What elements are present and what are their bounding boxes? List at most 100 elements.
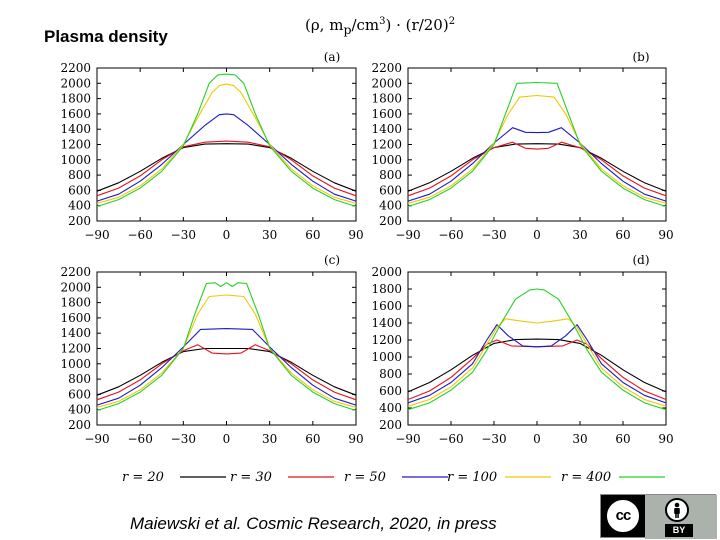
- panel-c-ytick-label: 2200: [60, 265, 91, 279]
- panel-c-xtick-label: 30: [262, 432, 277, 446]
- panel-b-series-400: [407, 81, 667, 208]
- panel-d-xtick-label: −60: [438, 432, 463, 446]
- panel-a-ytick-label: 1800: [60, 92, 91, 106]
- panel-b-series-20: [407, 143, 667, 192]
- panel-a-frame: [96, 67, 357, 222]
- panel-b-ytick-label: 1800: [371, 92, 402, 106]
- panel-b-ytick-label: 1600: [371, 107, 402, 121]
- panel-d-frame: [407, 271, 667, 426]
- panel-c-ytick-label: 1200: [60, 342, 91, 356]
- panel-c-series-100: [96, 294, 357, 408]
- legend-label: r = 100: [447, 470, 497, 485]
- panel-a-xtick-label: 0: [223, 228, 231, 242]
- panel-c-ytick-label: 800: [68, 372, 91, 386]
- panel-a-ytick-label: 1000: [60, 153, 91, 167]
- panel-d-xtick-label: 0: [533, 432, 541, 446]
- panel-c-series-400: [96, 282, 357, 412]
- license-by-area: BY: [645, 495, 717, 539]
- panel-a-ytick-label: 200: [68, 214, 91, 228]
- panel-b-xtick-label: −30: [481, 228, 506, 242]
- panel-c-ytick-label: 1800: [60, 296, 91, 310]
- panel-d-series-50: [407, 324, 667, 404]
- panel-c-series-20: [96, 347, 357, 396]
- panel-a-series-20: [96, 143, 357, 192]
- panel-d-series-100: [407, 318, 667, 407]
- panel-b-series-50: [407, 127, 667, 202]
- panel-a-ytick-label: 2200: [60, 61, 91, 75]
- panel-a-label: (a): [324, 50, 341, 64]
- panel-c-label: (c): [324, 253, 340, 267]
- panel-a-xtick-label: −60: [128, 228, 153, 242]
- panel-d-ytick-label: 1400: [371, 316, 402, 330]
- formula-exp2: 2: [448, 16, 456, 27]
- panel-a-xtick-label: −90: [84, 228, 109, 242]
- panel-c-ytick-label: 2000: [60, 280, 91, 294]
- panel-b-ytick-label: 200: [379, 214, 402, 228]
- panel-a-xtick-label: 30: [262, 228, 277, 242]
- panel-d-ytick-label: 1200: [371, 333, 402, 347]
- panel-a-series-30: [96, 140, 357, 197]
- panel-a-xtick-label: −30: [171, 228, 196, 242]
- panel-d-xtick-label: −90: [395, 432, 420, 446]
- panel-d-ytick-label: 1000: [371, 350, 402, 364]
- panel-c-ytick-label: 400: [68, 403, 91, 417]
- panel-a-xtick-label: 60: [305, 228, 320, 242]
- person-icon: [665, 498, 689, 522]
- panel-d-xtick-label: 30: [572, 432, 587, 446]
- panel-b-ytick-label: 800: [379, 168, 402, 182]
- panel-c-ytick-label: 200: [68, 418, 91, 432]
- panel-b-series-30: [407, 141, 667, 197]
- panel-b-ytick-label: 400: [379, 199, 402, 213]
- panel-a-xtick-label: 90: [348, 228, 363, 242]
- citation: Maiewski et al. Cosmic Research, 2020, i…: [130, 514, 497, 533]
- panel-c-xtick-label: 90: [348, 432, 363, 446]
- panel-c-series-50: [96, 328, 357, 406]
- panel-c-xtick-label: −30: [171, 432, 196, 446]
- formula-main: (ρ, m: [305, 16, 344, 34]
- legend-label: r = 50: [344, 470, 386, 485]
- panel-b-ytick-label: 1200: [371, 138, 402, 152]
- panel-c-ytick-label: 1400: [60, 326, 91, 340]
- panel-a-ytick-label: 600: [68, 183, 91, 197]
- panel-b-label: (b): [632, 50, 649, 64]
- panel-b-xtick-label: −60: [438, 228, 463, 242]
- panel-a-ytick-label: 400: [68, 199, 91, 213]
- panel-b-series-100: [407, 94, 667, 204]
- panel-a-ytick-label: 800: [68, 168, 91, 182]
- panel-c-xtick-label: 60: [305, 432, 320, 446]
- panel-d-xtick-label: 60: [615, 432, 630, 446]
- panel-a-ytick-label: 1200: [60, 138, 91, 152]
- legend-label: r = 30: [230, 470, 272, 485]
- legend-label: r = 20: [122, 470, 164, 485]
- panel-a-ytick-label: 2000: [60, 76, 91, 90]
- panel-d-ytick-label: 800: [379, 367, 402, 381]
- panel-b-ytick-label: 2000: [371, 76, 402, 90]
- panel-b-xtick-label: 0: [533, 228, 541, 242]
- panel-d-ytick-label: 1600: [371, 299, 402, 313]
- panel-b-xtick-label: 90: [658, 228, 673, 242]
- cc-icon: cc: [605, 498, 641, 534]
- panel-d-label: (d): [632, 253, 649, 267]
- panel-c-ytick-label: 1000: [60, 357, 91, 371]
- panel-b-ytick-label: 600: [379, 183, 402, 197]
- formula-exp3: 3: [379, 16, 386, 27]
- panel-d-ytick-label: 1800: [371, 282, 402, 296]
- by-label: BY: [665, 524, 693, 537]
- panel-d-xtick-label: 90: [658, 432, 673, 446]
- panel-d-series-400: [407, 288, 667, 411]
- cc-by-license-badge[interactable]: cc BY: [600, 494, 717, 539]
- panel-c-xtick-label: −90: [84, 432, 109, 446]
- slide-title: Plasma density: [44, 27, 168, 46]
- units-formula: (ρ, mp/cm3) · (r/20)2: [305, 16, 455, 37]
- panel-a-series-100: [96, 83, 357, 204]
- panel-b-xtick-label: −90: [395, 228, 420, 242]
- panel-d-ytick-label: 400: [379, 401, 402, 415]
- panel-c-series-30: [96, 344, 357, 401]
- panel-d-ytick-label: 600: [379, 384, 402, 398]
- panel-d-ytick-label: 200: [379, 418, 402, 432]
- panel-d-series-20: [407, 338, 667, 393]
- panel-b-xtick-label: 30: [572, 228, 587, 242]
- panel-c-xtick-label: −60: [128, 432, 153, 446]
- panel-a-ytick-label: 1600: [60, 107, 91, 121]
